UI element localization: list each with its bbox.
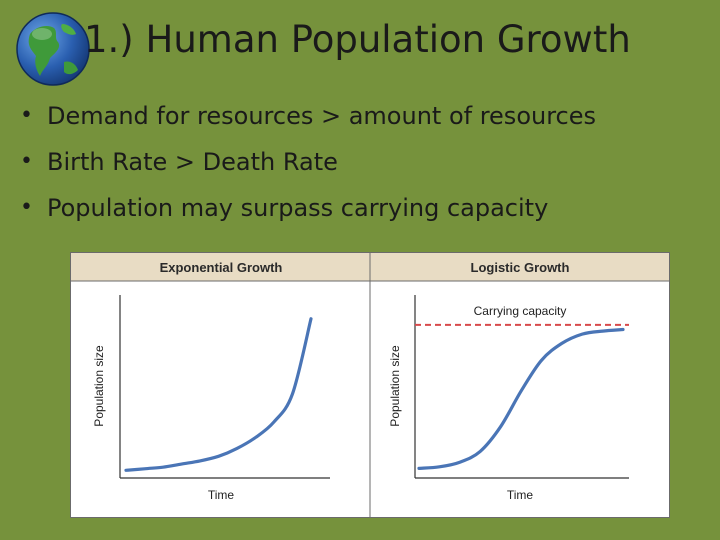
bullet-text: Demand for resources > amount of resourc… <box>47 102 597 130</box>
bullet-item: • Demand for resources > amount of resou… <box>20 93 596 139</box>
bullet-dot-icon: • <box>20 149 33 174</box>
logistic-curve <box>417 327 625 470</box>
exponential-panel-title: Exponential Growth <box>160 260 283 275</box>
exponential-curve <box>124 317 313 472</box>
bullet-item: • Birth Rate > Death Rate <box>20 139 596 185</box>
bullet-dot-icon: • <box>20 103 33 128</box>
log-y-label: Population size <box>388 345 402 427</box>
growth-figure: Exponential Growth Logistic Growth Time … <box>70 252 670 518</box>
exp-x-label: Time <box>208 488 235 502</box>
bullet-dot-icon: • <box>20 195 33 220</box>
logistic-chart: Time Population size Carrying capacity <box>388 295 629 502</box>
growth-charts-svg: Exponential Growth Logistic Growth Time … <box>71 253 669 517</box>
exponential-chart: Time Population size <box>92 295 330 502</box>
log-x-label: Time <box>507 488 534 502</box>
carrying-capacity-label: Carrying capacity <box>474 304 567 318</box>
exp-y-label: Population size <box>92 345 106 427</box>
bullet-item: • Population may surpass carrying capaci… <box>20 185 596 231</box>
bullet-text: Population may surpass carrying capacity <box>47 194 549 222</box>
globe-icon <box>16 12 90 86</box>
bullet-list: • Demand for resources > amount of resou… <box>20 93 596 231</box>
slide-title: 1.) Human Population Growth <box>84 18 631 61</box>
bullet-text: Birth Rate > Death Rate <box>47 148 338 176</box>
logistic-panel-title: Logistic Growth <box>471 260 570 275</box>
